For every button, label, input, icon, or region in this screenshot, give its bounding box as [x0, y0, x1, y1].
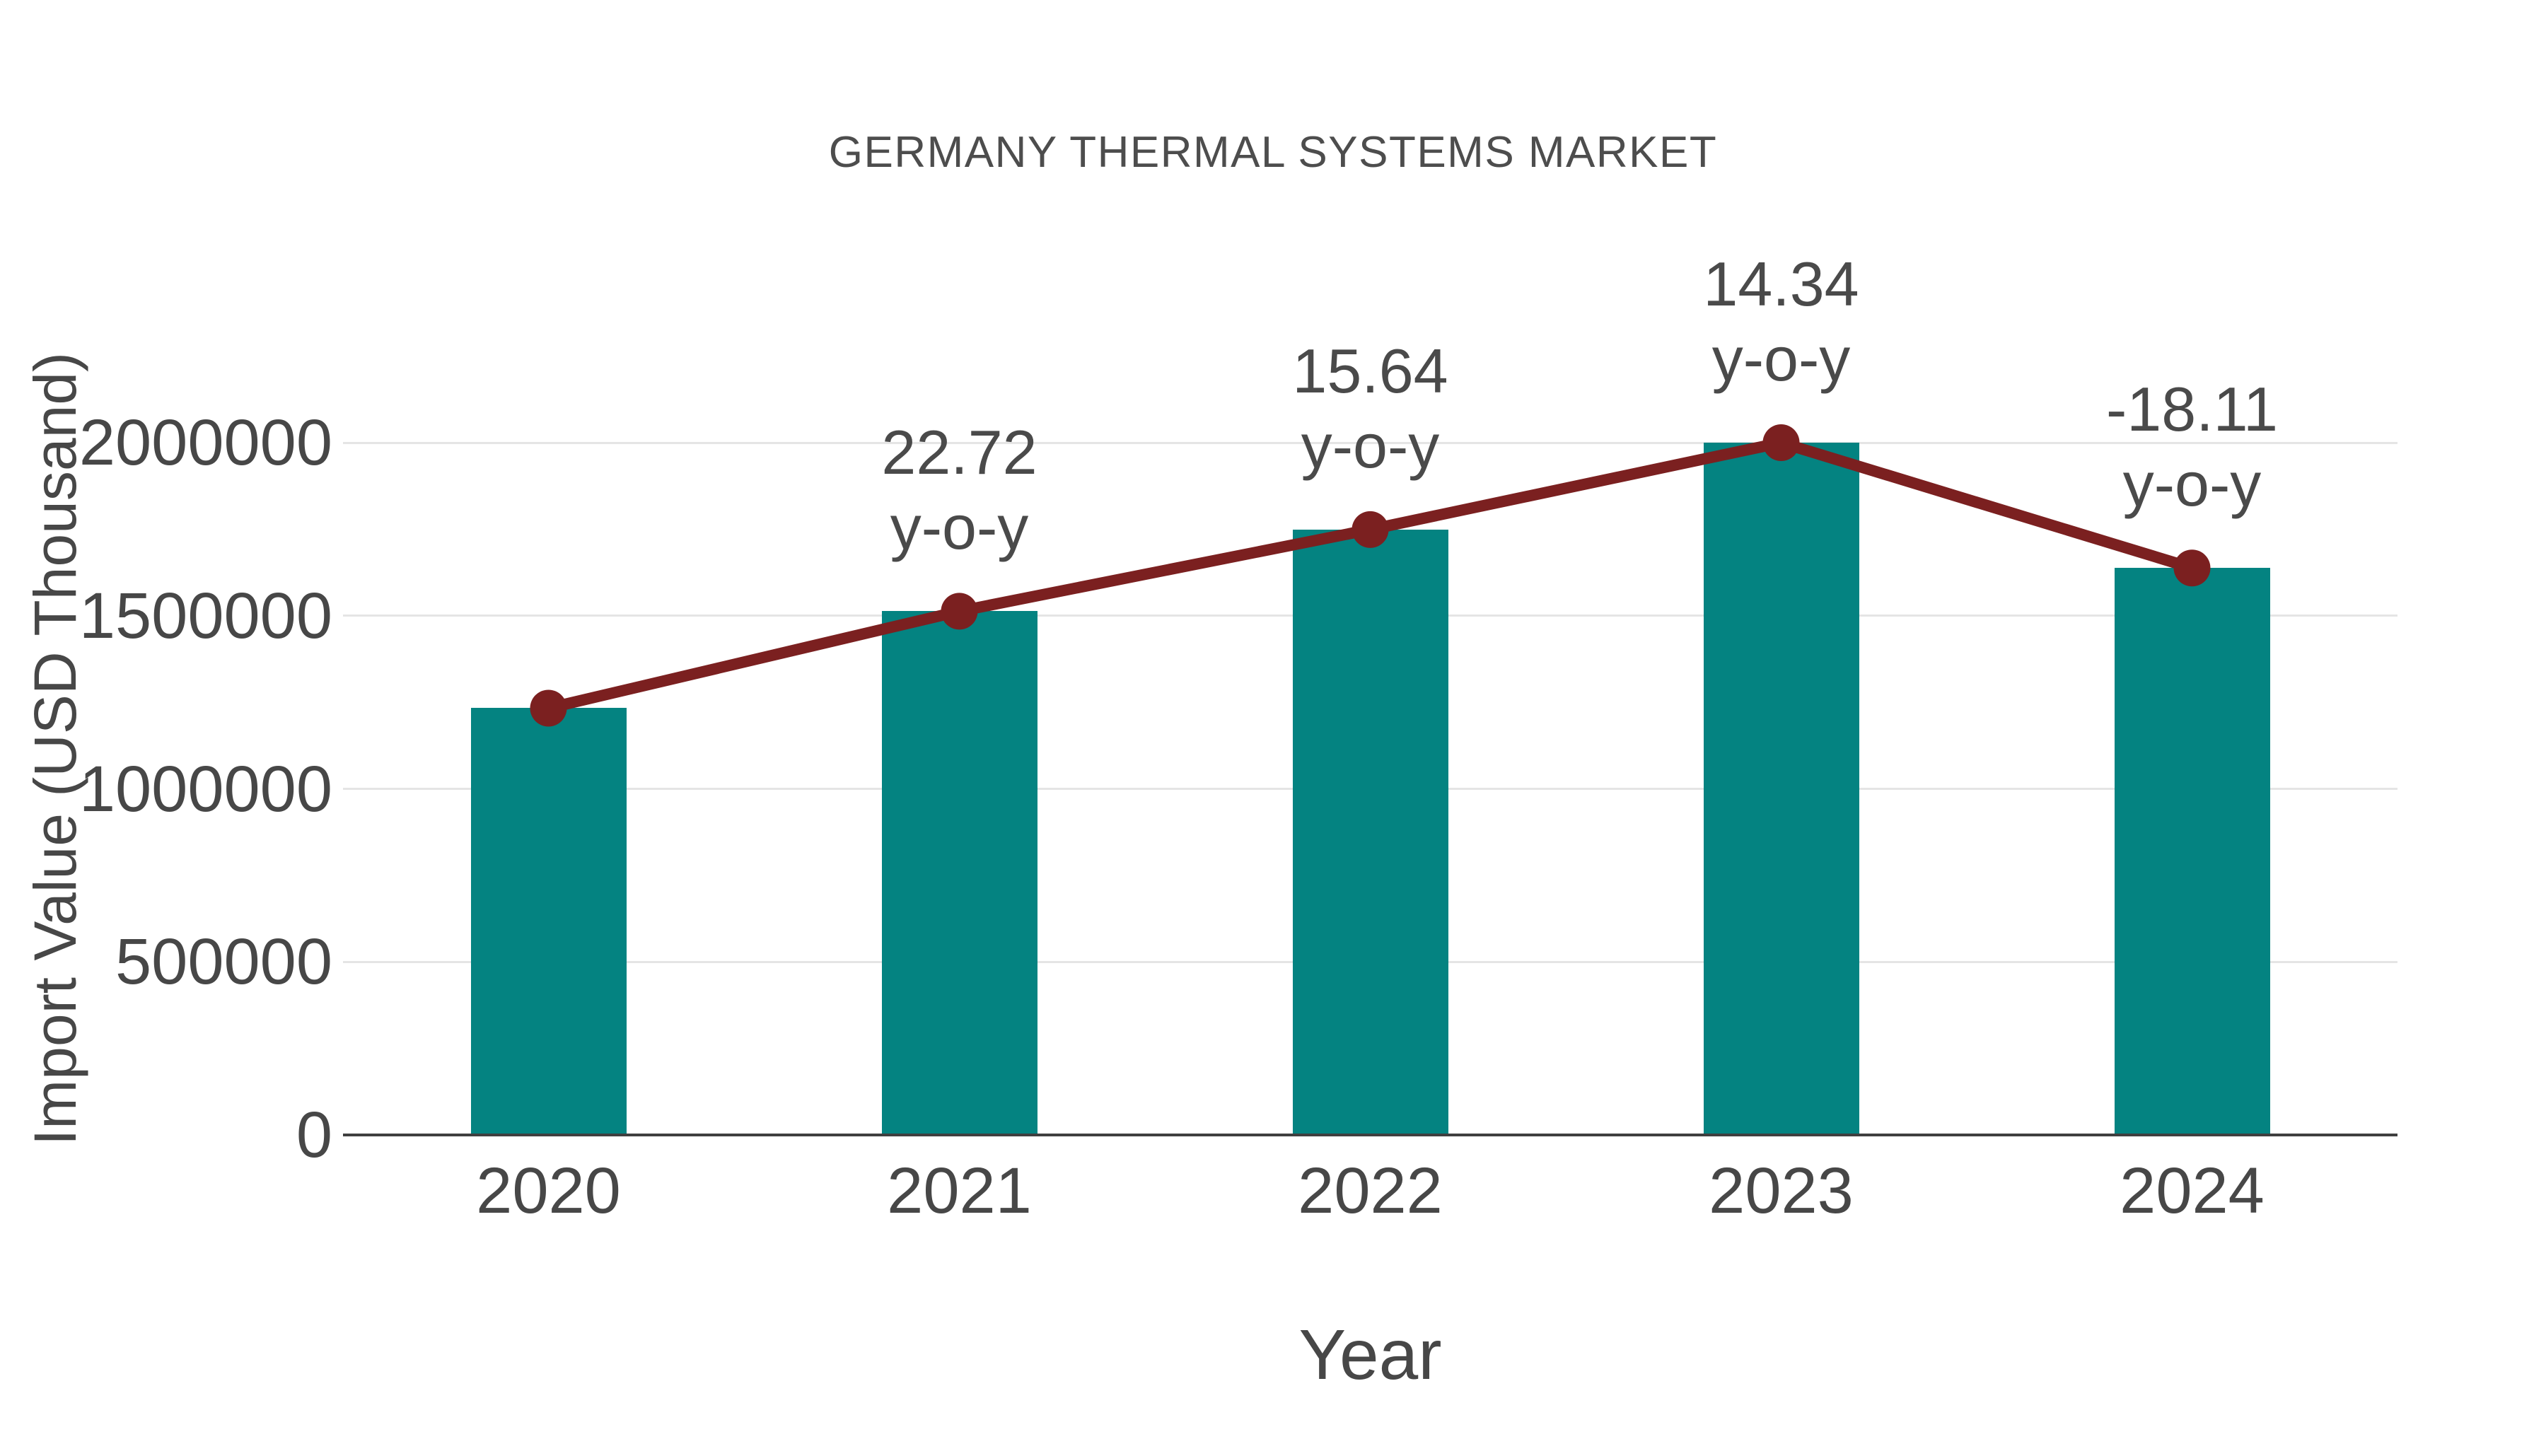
yoy-label-2021: 22.72 y-o-y — [712, 415, 1207, 565]
yoy-label-2024: -18.11 y-o-y — [1945, 372, 2440, 522]
y-tick-label-1000000: 1000000 — [79, 752, 332, 825]
x-axis-title: Year — [1298, 1315, 1442, 1394]
x-tick-label-2022: 2022 — [1298, 1155, 1443, 1227]
bar-2023 — [1703, 443, 1859, 1135]
bar-2020 — [470, 708, 627, 1135]
y-tick-label-1500000: 1500000 — [79, 579, 332, 652]
x-tick-label-2024: 2024 — [2120, 1155, 2265, 1227]
yoy-suffix-2022: y-o-y — [1301, 410, 1440, 481]
x-axis-line — [343, 1134, 2397, 1136]
yoy-label-2023: 14.34 y-o-y — [1534, 247, 2029, 397]
gridline-2000000 — [343, 441, 2397, 444]
y-tick-label-2000000: 2000000 — [79, 407, 332, 479]
yoy-value-2024: -18.11 — [2106, 374, 2278, 445]
yoy-suffix-2024: y-o-y — [2122, 449, 2262, 520]
y-tick-label-500000: 500000 — [115, 926, 332, 998]
chart-title: GERMANY THERMAL SYSTEMS MARKET — [828, 128, 1718, 177]
bar-2021 — [881, 611, 1037, 1135]
marker-2021 — [941, 593, 978, 630]
y-tick-label-0: 0 — [296, 1099, 332, 1171]
x-tick-label-2020: 2020 — [476, 1155, 621, 1227]
yoy-value-2021: 22.72 — [881, 417, 1037, 488]
bar-2022 — [1292, 529, 1448, 1135]
yoy-suffix-2023: y-o-y — [1711, 324, 1851, 394]
marker-2022 — [1352, 511, 1389, 548]
yoy-suffix-2021: y-o-y — [890, 492, 1029, 563]
yoy-value-2022: 15.64 — [1292, 335, 1448, 406]
x-tick-label-2023: 2023 — [1709, 1155, 1854, 1227]
bar-2024 — [2114, 568, 2270, 1135]
yoy-value-2023: 14.34 — [1703, 249, 1859, 319]
marker-2023 — [1762, 424, 1800, 461]
marker-2020 — [530, 689, 567, 727]
yoy-label-2022: 15.64 y-o-y — [1123, 334, 1618, 484]
x-tick-label-2021: 2021 — [887, 1155, 1032, 1227]
marker-2024 — [2173, 549, 2211, 587]
